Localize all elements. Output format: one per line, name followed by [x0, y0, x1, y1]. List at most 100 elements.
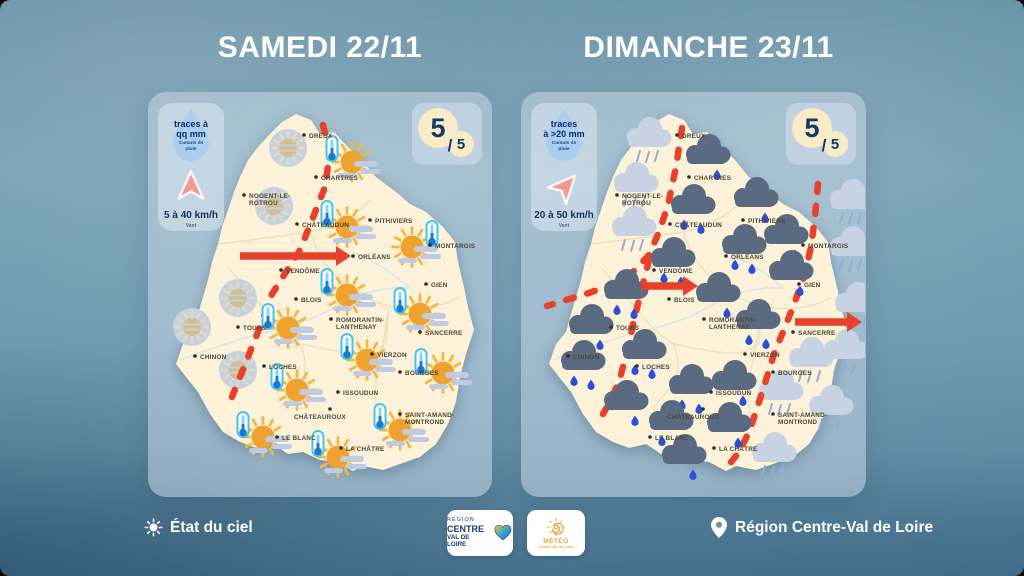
city-label: BLOIS — [674, 297, 695, 304]
region-logo-line2: CENTRE — [447, 523, 485, 534]
wind-flow-arrow — [795, 312, 862, 332]
city-marker: ROMORANTIN-LANTHENAY — [329, 317, 384, 331]
city-label: MONTARGIS — [435, 243, 476, 250]
light-rain-cloud-icon — [627, 117, 672, 163]
confidence-badge-graphic: 5 / 5 — [418, 108, 474, 157]
precip-sub-label: Cumuls de pluie — [178, 141, 204, 152]
thermometer-icon — [270, 363, 284, 390]
city-marker: ORLÉANS — [351, 252, 391, 261]
city-label: SAINT-AMAND-MONTROND — [405, 412, 454, 426]
city-marker: BLOIS — [294, 297, 322, 304]
confidence-small-value: 5 — [831, 136, 839, 153]
city-label: VIERZON — [377, 352, 407, 359]
meteo-centre-val-de-loire-logo: MÉTÉO Centre-Val de Loire — [527, 510, 585, 556]
city-marker: DREUX — [302, 133, 333, 140]
rain-cloud-icon — [671, 184, 716, 234]
sky-state-caption: État du ciel — [144, 518, 253, 537]
region-logo-text: RÉGION CENTRE VAL DE LOIRE — [447, 517, 490, 548]
city-marker: VENDÔME — [652, 266, 693, 275]
wind-direction-arrow-icon — [177, 170, 205, 200]
sun-with-cloud-icon — [326, 274, 376, 316]
city-marker: ISSOUDUN — [336, 390, 378, 397]
city-marker: CHÂTEAUROUX — [294, 407, 346, 421]
river-line — [179, 287, 411, 361]
city-label: DREUX — [309, 133, 333, 140]
city-label: VIERZON — [750, 352, 780, 359]
spiral-sun-icon — [547, 517, 565, 537]
thermometer-icon — [373, 403, 387, 430]
rain-cloud-icon — [669, 364, 714, 414]
city-label: VENDÔME — [286, 266, 320, 275]
thermometer-icon — [320, 200, 334, 227]
city-label: BOURGES — [778, 370, 812, 377]
sun-icon — [144, 518, 163, 537]
light-rain-cloud-icon — [752, 432, 797, 478]
city-label: CHÂTEAUROUX — [667, 412, 719, 421]
city-marker: NOGENT-LE-ROTROU — [615, 193, 663, 207]
sunday-legend: traces à >20 mm Cumuls de pluie 20 à 50 … — [531, 103, 597, 231]
city-marker: TOURS — [236, 325, 267, 332]
precip-amount-label: traces à qq mm — [173, 119, 209, 139]
wind-flow-arrow — [641, 276, 698, 296]
sun-with-cloud-icon — [391, 226, 441, 268]
city-marker: PITHIVIERS — [741, 218, 786, 225]
city-label: ROMORANTIN-LANTHENAY — [709, 317, 757, 331]
city-label: PITHIVIERS — [375, 218, 413, 225]
city-label: NOGENT-LE-ROTROU — [249, 193, 290, 207]
confidence-big-value: 5 — [430, 113, 445, 143]
sun-with-cloud-icon — [276, 369, 326, 411]
rain-cloud-icon — [649, 400, 694, 450]
city-label: CHARTRES — [694, 175, 732, 182]
light-rain-cloud-icon — [789, 337, 834, 383]
precip-sub-label: Cumuls de pluie — [551, 141, 577, 152]
rain-cloud-icon — [734, 177, 779, 223]
city-label: CHARTRES — [321, 175, 359, 182]
city-marker: VIERZON — [370, 352, 407, 359]
city-marker: CHARTRES — [687, 175, 731, 182]
meteo-logo-title: MÉTÉO — [543, 538, 569, 545]
city-marker: SANCERRE — [791, 330, 836, 337]
confidence-index-badge: 5 / 5 — [786, 103, 856, 165]
precip-amount-label: traces à >20 mm — [543, 119, 585, 139]
hazy-sun-icon — [219, 351, 257, 389]
thermometer-icon — [320, 268, 334, 295]
city-label: LA CHÂTRE — [346, 444, 385, 453]
thermometer-icon — [393, 287, 407, 314]
city-label: ISSOUDUN — [716, 390, 752, 397]
city-marker: SAINT-AMAND-MONTROND — [398, 412, 454, 426]
city-label: ROMORANTIN-LANTHENAY — [336, 317, 384, 331]
thermometer-icon — [414, 348, 428, 375]
city-label: BLOIS — [301, 297, 322, 304]
region-logo-line3: VAL DE LOIRE — [447, 534, 470, 549]
light-rain-cloud-icon — [824, 329, 865, 375]
wind-direction-arrow-icon — [546, 174, 577, 206]
thermometer-icon — [425, 220, 439, 247]
city-marker: VENDÔME — [279, 266, 320, 275]
wind-speed-label: 5 à 40 km/h — [164, 210, 218, 221]
city-marker: MONTARGIS — [801, 243, 849, 250]
confidence-separator: / — [448, 136, 453, 155]
city-marker: DREUX — [675, 133, 706, 140]
saturday-map: DREUX CHARTRES NOGENT-LE-ROTROU CHÂTEAUDUN P… — [173, 114, 476, 478]
river-line — [351, 251, 411, 289]
thermometer-icon — [261, 303, 275, 330]
city-marker: LE BLANC — [275, 435, 316, 442]
city-label: MONTARGIS — [808, 243, 849, 250]
city-label: NOGENT-LE-ROTROU — [622, 193, 663, 207]
city-marker: BLOIS — [667, 297, 695, 304]
city-label: LE BLANC — [282, 435, 316, 442]
hazy-sun-icon — [173, 308, 211, 346]
rain-cloud-icon — [604, 269, 649, 319]
sun-with-cloud-icon — [267, 307, 317, 349]
city-label: CHINON — [573, 354, 600, 361]
rain-cloud-icon — [604, 380, 649, 426]
city-marker: GIEN — [797, 282, 820, 289]
department-border — [590, 199, 744, 245]
rain-cloud-icon — [686, 134, 731, 180]
city-label: CHINON — [200, 354, 227, 361]
sun-with-cloud-icon — [326, 206, 376, 248]
sunday-map: DREUX CHARTRES NOGENT-LE-ROTROU CHÂTEAUDUN P… — [543, 114, 865, 480]
city-marker: MONTARGIS — [428, 243, 476, 250]
light-rain-cloud-icon — [612, 206, 657, 252]
city-marker: SANCERRE — [418, 330, 463, 337]
